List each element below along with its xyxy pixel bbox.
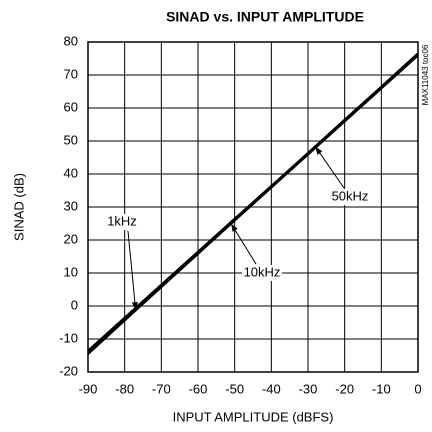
y-tick-label: 30	[64, 198, 78, 213]
callout-label: 1kHz	[107, 213, 137, 228]
callout-bg	[242, 265, 282, 281]
y-tick-label: -20	[59, 363, 78, 378]
arrow-head	[231, 223, 238, 232]
arrow-head	[131, 301, 138, 311]
x-tick-label: 0	[414, 381, 421, 396]
y-tick-label: 80	[64, 33, 78, 48]
x-tick-label: -90	[79, 381, 98, 396]
y-tick-label: 50	[64, 132, 78, 147]
callout-arrow	[127, 230, 137, 311]
plot-frame	[87, 41, 419, 373]
y-tick-label: 70	[64, 66, 78, 81]
y-tick-label: 40	[64, 165, 78, 180]
x-tick-label: -60	[189, 381, 208, 396]
y-tick-label: 20	[64, 231, 78, 246]
callout-bg	[330, 189, 370, 205]
y-axis-label: SINAD (dB)	[11, 173, 26, 241]
x-tick-label: -10	[372, 381, 391, 396]
arrow-head	[315, 146, 323, 155]
chart-title: SINAD vs. INPUT AMPLITUDE	[166, 9, 364, 25]
callout-label: 50kHz	[332, 188, 369, 203]
callout-arrow	[314, 146, 345, 189]
series-line	[87, 52, 419, 352]
x-axis-label: INPUT AMPLITUDE (dBFS)	[173, 409, 334, 424]
x-tick-label: -50	[225, 381, 244, 396]
y-tick-label: 10	[64, 264, 78, 279]
y-tick-label: -10	[59, 330, 78, 345]
x-tick-label: -20	[335, 381, 354, 396]
y-tick-label: 60	[64, 99, 78, 114]
figure-id: MAX11043 toc06	[421, 44, 430, 105]
callout-label: 10kHz	[244, 264, 281, 279]
y-tick-label: 0	[71, 297, 78, 312]
x-tick-label: -30	[299, 381, 318, 396]
callout-bg	[102, 214, 142, 230]
x-tick-label: -40	[262, 381, 281, 396]
x-tick-label: -80	[115, 381, 134, 396]
x-tick-label: -70	[152, 381, 171, 396]
